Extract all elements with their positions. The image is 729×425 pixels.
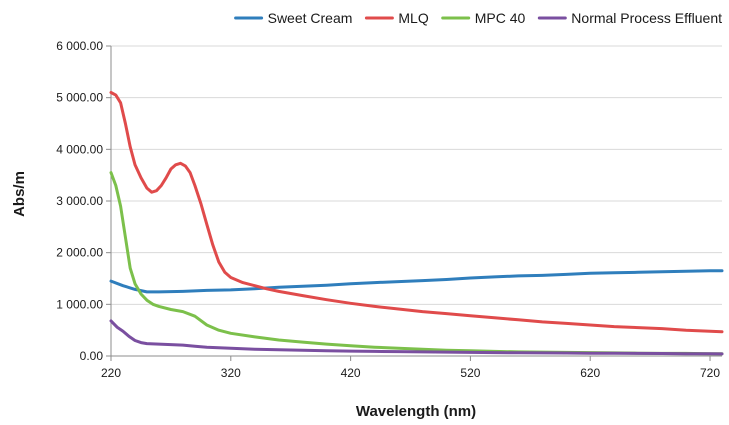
x-tick-label: 420 bbox=[341, 366, 361, 380]
legend-label: MLQ bbox=[398, 10, 428, 26]
legend-item: Sweet Cream bbox=[234, 10, 353, 26]
legend-item: MPC 40 bbox=[441, 10, 526, 26]
series-line-sweet-cream bbox=[109, 269, 724, 294]
legend: Sweet Cream MLQ MPC 40 Normal Process Efflu… bbox=[234, 10, 722, 26]
series-line-normal-process-effluent bbox=[109, 319, 724, 356]
x-tick-label: 620 bbox=[580, 366, 600, 380]
y-tick-label: 1 000.00 bbox=[56, 297, 103, 311]
y-tick-label: 3 000.00 bbox=[56, 194, 103, 208]
y-tick-label: 2 000.00 bbox=[56, 246, 103, 260]
series-line-mlq bbox=[109, 91, 724, 334]
series-lines bbox=[109, 91, 724, 356]
grid-lines bbox=[111, 45, 722, 305]
x-tick-label: 520 bbox=[460, 366, 480, 380]
legend-label: Normal Process Effluent bbox=[571, 10, 722, 26]
x-tick-label: 220 bbox=[101, 366, 121, 380]
x-axis-title: Wavelength (nm) bbox=[356, 403, 476, 420]
y-tick-label: 6 000.00 bbox=[56, 39, 103, 53]
x-tick-label: 720 bbox=[700, 366, 720, 380]
y-tick-label: 5 000.00 bbox=[56, 91, 103, 105]
legend-item: Normal Process Effluent bbox=[537, 10, 722, 26]
x-tick-label: 320 bbox=[221, 366, 241, 380]
legend-item: MLQ bbox=[364, 10, 429, 26]
y-tick-label: 4 000.00 bbox=[56, 142, 103, 156]
y-tick-label: 0.00 bbox=[80, 349, 104, 363]
axes: 0.00 1 000.00 2 000.00 3 000.00 4 000.00 5 00… bbox=[56, 39, 722, 380]
legend-label: Sweet Cream bbox=[268, 10, 353, 26]
y-axis-title: Abs/m bbox=[11, 171, 28, 217]
legend-label: MPC 40 bbox=[475, 10, 526, 26]
